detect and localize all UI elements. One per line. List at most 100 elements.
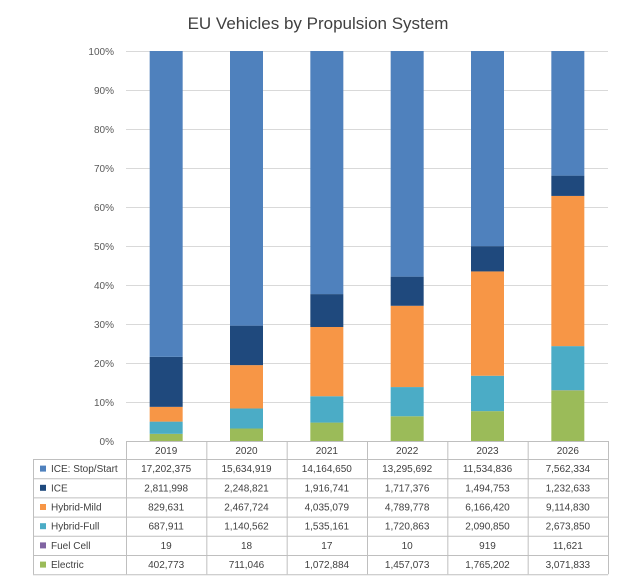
legend-key <box>40 466 46 472</box>
data-label: 1,916,741 <box>305 483 350 494</box>
data-label: 4,789,778 <box>385 503 430 514</box>
data-label: 1,717,376 <box>385 483 430 494</box>
data-label: 11,534,836 <box>463 464 513 475</box>
data-label: 19 <box>161 541 173 552</box>
bar-segment-electric-2022 <box>391 416 424 441</box>
bar-segment-ice-2023 <box>471 246 504 271</box>
data-label: 4,035,079 <box>305 503 350 514</box>
chart-title: EU Vehicles by Propulsion System <box>188 14 449 33</box>
legend-label: ICE <box>51 483 68 494</box>
data-label: 1,140,562 <box>224 522 269 533</box>
bar-segment-hybrid-full-2023 <box>471 376 504 411</box>
bar-segment-ice-stop-start-2019 <box>150 51 183 357</box>
legend-label: Fuel Cell <box>51 541 90 552</box>
data-label: 3,071,833 <box>546 560 591 571</box>
legend-label: Hybrid-Mild <box>51 503 102 514</box>
data-label: 1,457,073 <box>385 560 430 571</box>
data-label: 18 <box>241 541 253 552</box>
legend-key <box>40 485 46 491</box>
y-tick-label: 50% <box>94 242 114 253</box>
bar-segment-hybrid-mild-2022 <box>391 306 424 387</box>
data-label: 17 <box>321 541 333 552</box>
bar-segment-electric-2021 <box>310 423 343 441</box>
legend-label: Hybrid-Full <box>51 522 99 533</box>
y-tick-label: 100% <box>88 47 114 58</box>
bar-segment-ice-stop-start-2020 <box>230 51 263 326</box>
data-label: 9,114,830 <box>546 503 590 514</box>
data-label: 2,467,724 <box>224 503 269 514</box>
bar-segment-ice-stop-start-2021 <box>310 51 343 294</box>
bar-segment-ice-2026 <box>551 176 584 196</box>
y-tick-label: 10% <box>94 398 114 409</box>
x-tick-label: 2020 <box>235 446 258 457</box>
bar-segment-ice-2020 <box>230 326 263 366</box>
data-label: 711,046 <box>229 560 265 571</box>
bar-segment-ice-2019 <box>150 357 183 407</box>
y-tick-label: 90% <box>94 86 114 97</box>
y-tick-label: 30% <box>94 320 114 331</box>
data-label: 1,720,863 <box>385 522 430 533</box>
data-label: 7,562,334 <box>546 464 591 475</box>
data-label: 1,535,161 <box>305 522 350 533</box>
bar-segment-ice-stop-start-2023 <box>471 51 504 246</box>
data-label: 829,631 <box>148 503 185 514</box>
bar-segment-ice-stop-start-2026 <box>551 51 584 176</box>
bar-segment-electric-2026 <box>551 390 584 441</box>
data-label: 14,164,650 <box>302 464 352 475</box>
legend-key <box>40 562 46 568</box>
data-label: 2,090,850 <box>465 522 510 533</box>
y-tick-label: 40% <box>94 281 114 292</box>
data-label: 2,248,821 <box>224 483 269 494</box>
data-label: 1,494,753 <box>465 483 510 494</box>
x-tick-label: 2026 <box>557 446 580 457</box>
data-table: 2019 2020 2021 2022 2023 2026 ICE: Stop/Start 1… <box>33 441 609 575</box>
data-label: 1,072,884 <box>305 560 350 571</box>
bar-segment-ice-2021 <box>310 294 343 327</box>
bar-segment-hybrid-mild-2026 <box>551 196 584 346</box>
data-label: 13,295,692 <box>382 464 432 475</box>
data-label: 2,673,850 <box>546 522 591 533</box>
data-label: 402,773 <box>148 560 185 571</box>
data-label: 687,911 <box>148 522 184 533</box>
data-label: 1,765,202 <box>465 560 510 571</box>
bar-segment-hybrid-full-2026 <box>551 346 584 390</box>
bar-segment-hybrid-full-2019 <box>150 422 183 434</box>
bar-segment-electric-2020 <box>230 429 263 441</box>
data-label: 2,811,998 <box>144 483 188 494</box>
data-label: 10 <box>402 541 414 552</box>
y-tick-label: 70% <box>94 164 114 175</box>
data-label: 919 <box>479 541 496 552</box>
bar-segment-hybrid-mild-2023 <box>471 271 504 375</box>
data-label: 1,232,633 <box>546 483 591 494</box>
y-tick-label: 80% <box>94 125 114 136</box>
bar-segment-hybrid-mild-2020 <box>230 365 263 408</box>
bar-segment-electric-2019 <box>150 434 183 441</box>
y-tick-label: 20% <box>94 359 114 370</box>
bar-segment-electric-2023 <box>471 411 504 441</box>
data-label: 11,621 <box>553 541 583 552</box>
x-tick-label: 2019 <box>155 446 178 457</box>
legend-label: ICE: Stop/Start <box>51 464 118 475</box>
y-axis: 0% 10% 20% 30% 40% 50% 60% 70% 80% 90% 100% <box>88 47 114 448</box>
bar-segment-hybrid-full-2021 <box>310 396 343 422</box>
x-tick-label: 2023 <box>476 446 499 457</box>
legend-key <box>40 523 46 529</box>
legend-label: Electric <box>51 560 84 571</box>
y-tick-label: 0% <box>100 437 115 448</box>
legend-key <box>40 504 46 510</box>
legend-key <box>40 542 46 548</box>
bar-segment-ice-stop-start-2022 <box>391 51 424 277</box>
bar-segment-ice-2022 <box>391 277 424 306</box>
bar-segment-hybrid-full-2020 <box>230 408 263 428</box>
bar-segment-hybrid-full-2022 <box>391 387 424 416</box>
data-label: 6,166,420 <box>465 503 510 514</box>
data-label: 17,202,375 <box>141 464 191 475</box>
y-tick-label: 60% <box>94 203 114 214</box>
x-tick-label: 2022 <box>396 446 419 457</box>
bar-segment-hybrid-mild-2019 <box>150 407 183 422</box>
gridlines <box>126 52 608 403</box>
x-tick-label: 2021 <box>316 446 339 457</box>
bar-segment-hybrid-mild-2021 <box>310 327 343 396</box>
